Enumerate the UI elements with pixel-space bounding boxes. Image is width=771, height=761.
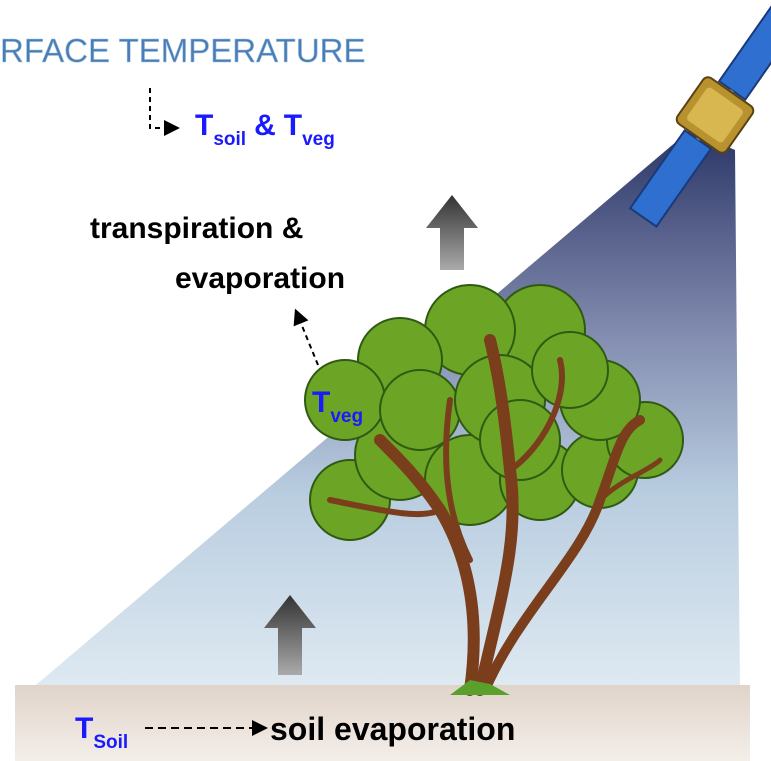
dashed-arrow xyxy=(149,88,180,136)
up-arrow xyxy=(264,595,316,675)
joiner: & xyxy=(254,109,276,142)
retrieval-label: Tsoil & Tveg xyxy=(195,109,335,150)
up-arrow xyxy=(426,195,478,270)
flux-label: evaporation xyxy=(175,262,345,295)
dashed-arrow xyxy=(293,308,319,366)
title: RFACE TEMPERATURE xyxy=(0,32,366,69)
satellite xyxy=(628,2,771,228)
subscript: veg xyxy=(330,406,363,427)
symbol: T xyxy=(75,712,93,745)
subscript: veg xyxy=(302,129,335,150)
soil-flux-label: soil evaporation xyxy=(270,711,515,747)
subscript: Soil xyxy=(93,732,128,753)
tree xyxy=(304,284,684,696)
symbol: T xyxy=(195,109,213,142)
canopy-temp-label: Tveg xyxy=(312,386,363,427)
subscript: soil xyxy=(213,129,246,150)
symbol: T xyxy=(312,386,330,419)
soil-temp-label: TSoil xyxy=(75,712,128,753)
ground xyxy=(15,685,750,761)
symbol: T xyxy=(284,109,302,142)
flux-label: transpiration & xyxy=(90,212,303,245)
